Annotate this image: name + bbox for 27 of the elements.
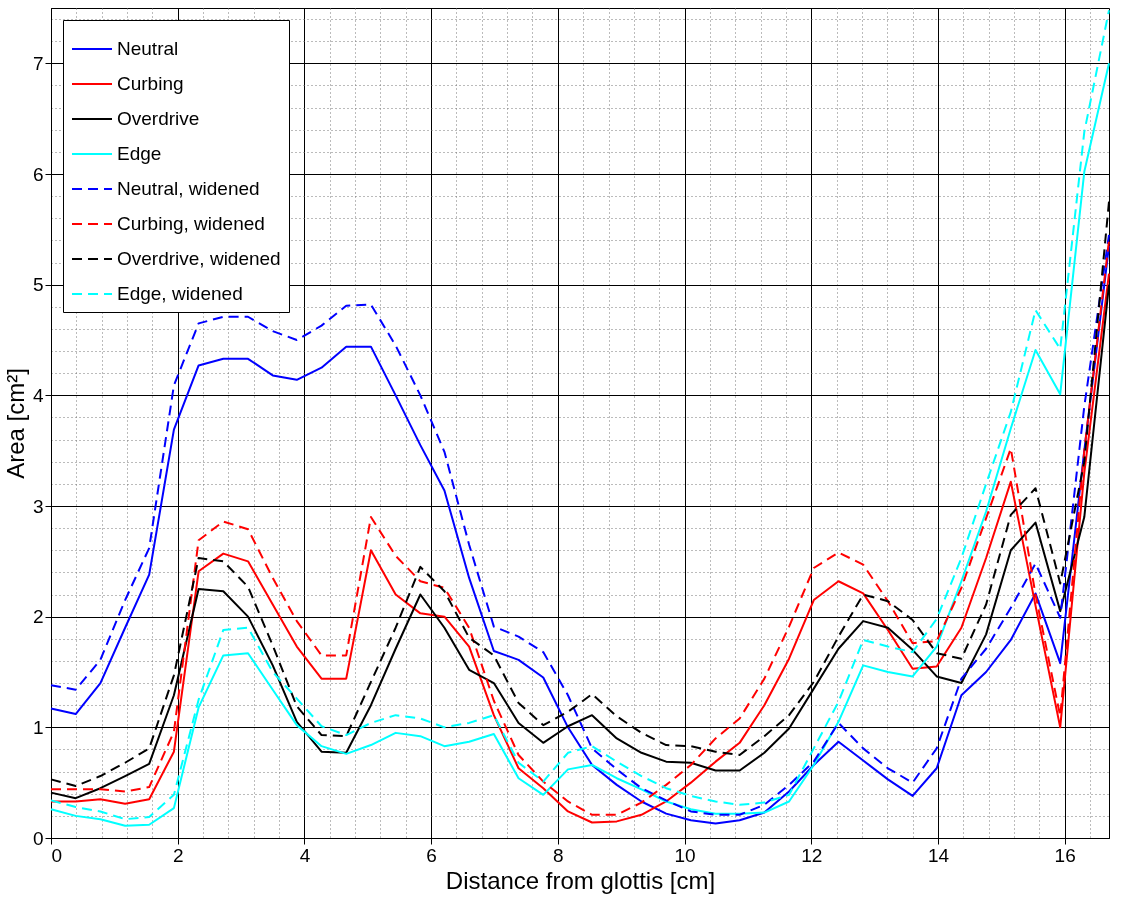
x-axis-title: Distance from glottis [cm] (445, 866, 716, 894)
y-tick-label: 3 (32, 495, 44, 517)
x-tick-label: 12 (801, 844, 823, 866)
x-tick-label: 8 (553, 844, 564, 866)
x-tick-label: 0 (51, 844, 63, 866)
x-tick-label: 4 (299, 844, 311, 866)
y-tick-label: 7 (32, 52, 44, 74)
y-tick-label: 5 (32, 274, 44, 296)
x-tick-label: 14 (927, 844, 950, 866)
x-tick-label: 2 (172, 844, 184, 866)
legend-label: Neutral (117, 38, 179, 59)
x-tick-label: 6 (426, 844, 437, 866)
x-tick-label: 16 (1054, 844, 1076, 866)
y-tick-label: 6 (32, 163, 44, 185)
legend-label: Overdrive (117, 108, 200, 129)
y-tick-label: 4 (32, 384, 44, 406)
legend-label: Edge, widened (117, 283, 243, 304)
y-tick-label: 1 (32, 716, 44, 738)
legend-label: Curbing (117, 73, 184, 94)
legend-label: Curbing, widened (117, 213, 265, 234)
legend-label: Edge (117, 143, 162, 164)
y-tick-label: 0 (32, 827, 44, 849)
y-axis-title: Area [cm²] (1, 368, 29, 479)
y-tick-label: 2 (32, 606, 44, 628)
legend-label: Overdrive, widened (117, 248, 281, 269)
legend-label: Neutral, widened (117, 178, 260, 199)
x-tick-label: 10 (674, 844, 696, 866)
